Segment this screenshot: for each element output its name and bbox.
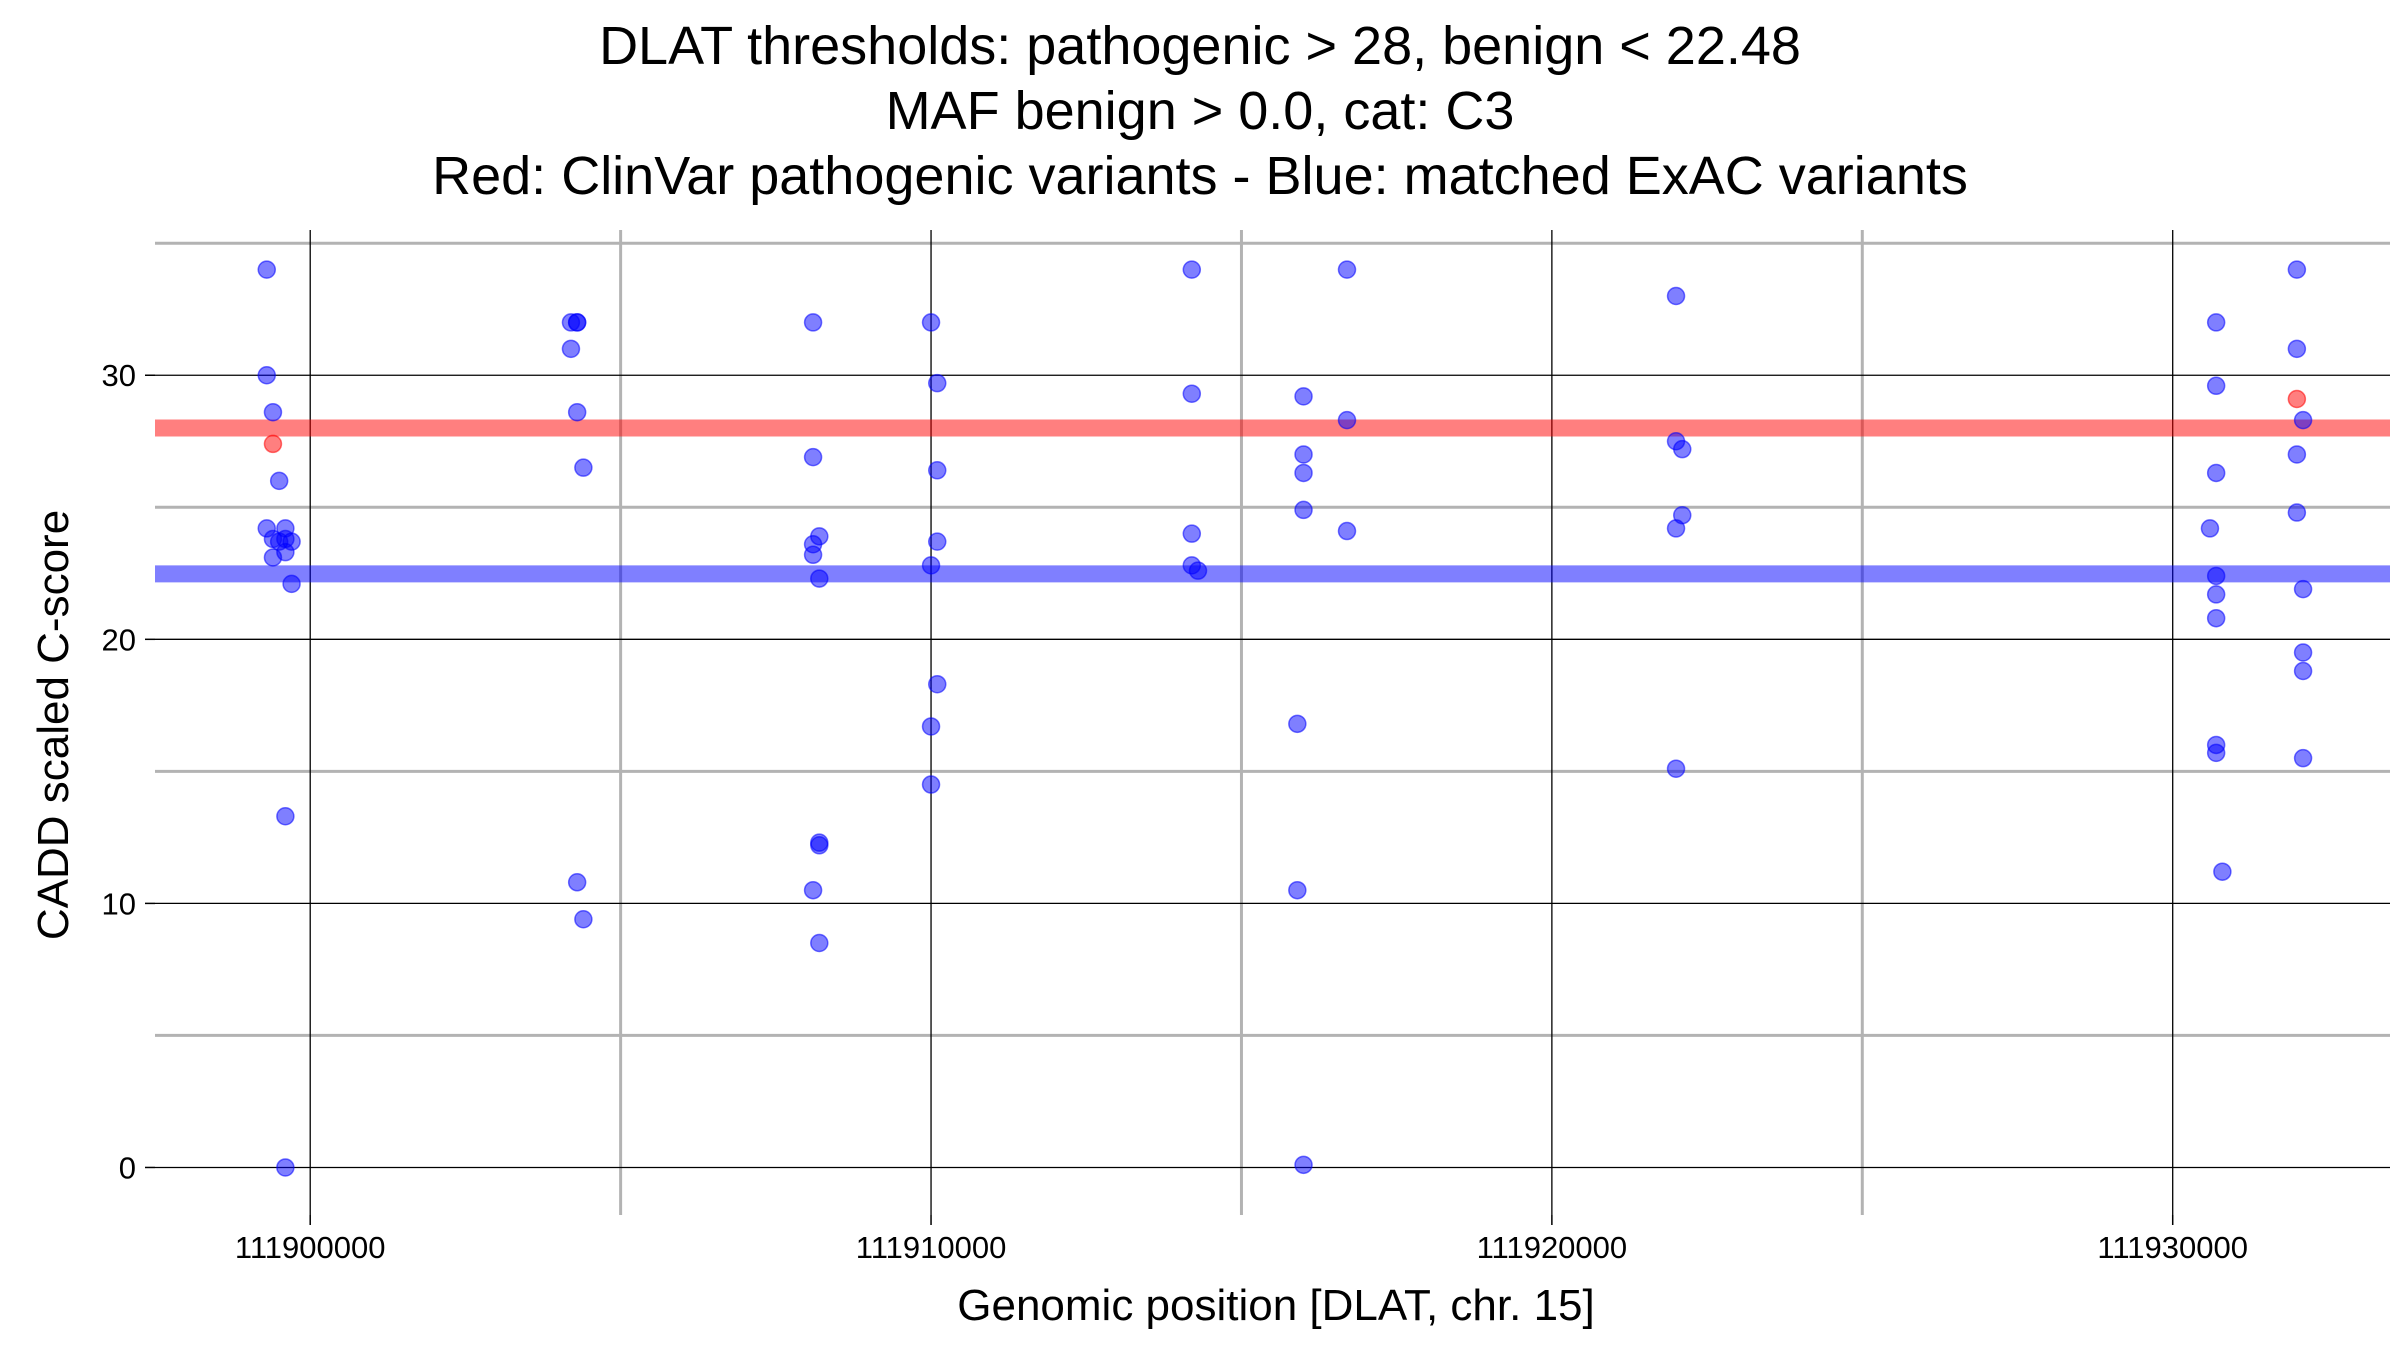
title-line-2: MAF benign > 0.0, cat: C3 [885, 81, 1515, 141]
exac-variant-point [567, 313, 587, 332]
exac-variant-point [1666, 286, 1686, 306]
exac-variant-point [567, 402, 587, 422]
exac-variant-point [803, 545, 823, 565]
exac-variant-point [561, 339, 581, 359]
exac-variant-point [257, 365, 276, 385]
exac-variant-point [921, 775, 941, 794]
exac-variant-point [803, 313, 823, 332]
exac-variant-point [1294, 1155, 1313, 1175]
exac-variant-point [2287, 503, 2307, 522]
data-points [257, 260, 2313, 1177]
y-tick-label: 20 [102, 622, 136, 657]
title-line-3: Red: ClinVar pathogenic variants - Blue:… [432, 146, 1968, 206]
y-tick-label: 10 [102, 886, 136, 921]
minor-gridlines [155, 230, 2390, 1215]
exac-variant-point [1294, 387, 1313, 406]
exac-variant-point [276, 1158, 295, 1177]
exac-variant-point [567, 873, 587, 892]
exac-variant-point [282, 532, 301, 551]
axis-ticks [145, 374, 2174, 1225]
exac-variant-point [1182, 384, 1202, 403]
exac-variant-point [928, 674, 947, 694]
exac-variant-point [1673, 439, 1692, 459]
exac-variant-point [1673, 505, 1692, 525]
exac-variant-point [1182, 524, 1202, 543]
exac-variant-point [282, 574, 301, 594]
exac-variant-point [1337, 410, 1357, 430]
exac-variant-point [928, 373, 947, 393]
exac-variant-point [1288, 714, 1307, 734]
exac-variant-point [928, 461, 947, 480]
exac-variant-point [1294, 445, 1313, 464]
y-tick-label: 0 [119, 1150, 136, 1185]
clinvar-pathogenic-point [2287, 389, 2307, 409]
exac-variant-point [269, 471, 289, 491]
exac-variant-point [1288, 880, 1307, 900]
exac-variant-point [276, 806, 295, 826]
title-line-1: DLAT thresholds: pathogenic > 28, benign… [599, 16, 1801, 76]
x-tick-label: 111900000 [235, 1230, 386, 1265]
exac-variant-point [2206, 585, 2226, 604]
x-axis-title: Genomic position [DLAT, chr. 15] [957, 1281, 1594, 1330]
exac-variant-point [2206, 463, 2226, 483]
exac-variant-point [921, 717, 941, 736]
exac-variant-point [928, 532, 947, 551]
exac-variant-point [810, 833, 829, 852]
exac-variant-point [2293, 661, 2313, 681]
x-tick-label: 111930000 [2097, 1230, 2248, 1265]
exac-variant-point [921, 556, 941, 575]
clinvar-pathogenic-point [263, 434, 283, 454]
exac-variant-point [921, 313, 941, 332]
exac-variant-point [1337, 521, 1357, 541]
exac-variant-point [2293, 410, 2313, 430]
exac-variant-point [2206, 743, 2226, 763]
exac-variant-point [2206, 608, 2226, 628]
exac-variant-point [803, 880, 823, 900]
exac-variant-point [2287, 339, 2307, 359]
exac-variant-point [1666, 759, 1686, 778]
exac-variant-point [263, 402, 283, 422]
exac-variant-point [2213, 862, 2232, 881]
exac-variant-point [1294, 463, 1313, 483]
exac-variant-point [1182, 260, 1202, 279]
y-tick-label: 30 [102, 358, 136, 393]
tick-labels: 111900000 111910000 111920000 111930000 0 10 2… [102, 358, 2248, 1265]
exac-variant-point [1337, 260, 1357, 279]
threshold-lines [155, 419, 2390, 583]
exac-variant-point [803, 447, 823, 467]
exac-variant-point [810, 933, 829, 953]
x-tick-label: 111920000 [1477, 1230, 1628, 1265]
exac-variant-point [2293, 643, 2313, 662]
exac-variant-point [810, 527, 829, 546]
exac-variant-point [2287, 260, 2307, 279]
exac-variant-point [1294, 500, 1313, 520]
exac-variant-point [257, 260, 276, 279]
exac-variant-point [2206, 376, 2226, 396]
x-tick-label: 111910000 [856, 1230, 1007, 1265]
exac-variant-point [2287, 445, 2307, 464]
exac-variant-point [2200, 519, 2220, 538]
exac-variant-point [574, 458, 593, 477]
exac-variant-point [574, 909, 593, 929]
chart-title: DLAT thresholds: pathogenic > 28, benign… [0, 14, 2400, 209]
y-axis-title: CADD scaled C-score [29, 510, 78, 940]
exac-variant-point [2293, 579, 2313, 599]
major-gridlines [155, 230, 2390, 1215]
exac-variant-point [2293, 748, 2313, 768]
exac-variant-point [2206, 313, 2226, 332]
exac-variant-point [2206, 566, 2226, 586]
exac-variant-point [1188, 561, 1208, 580]
exac-variant-point [810, 569, 829, 588]
